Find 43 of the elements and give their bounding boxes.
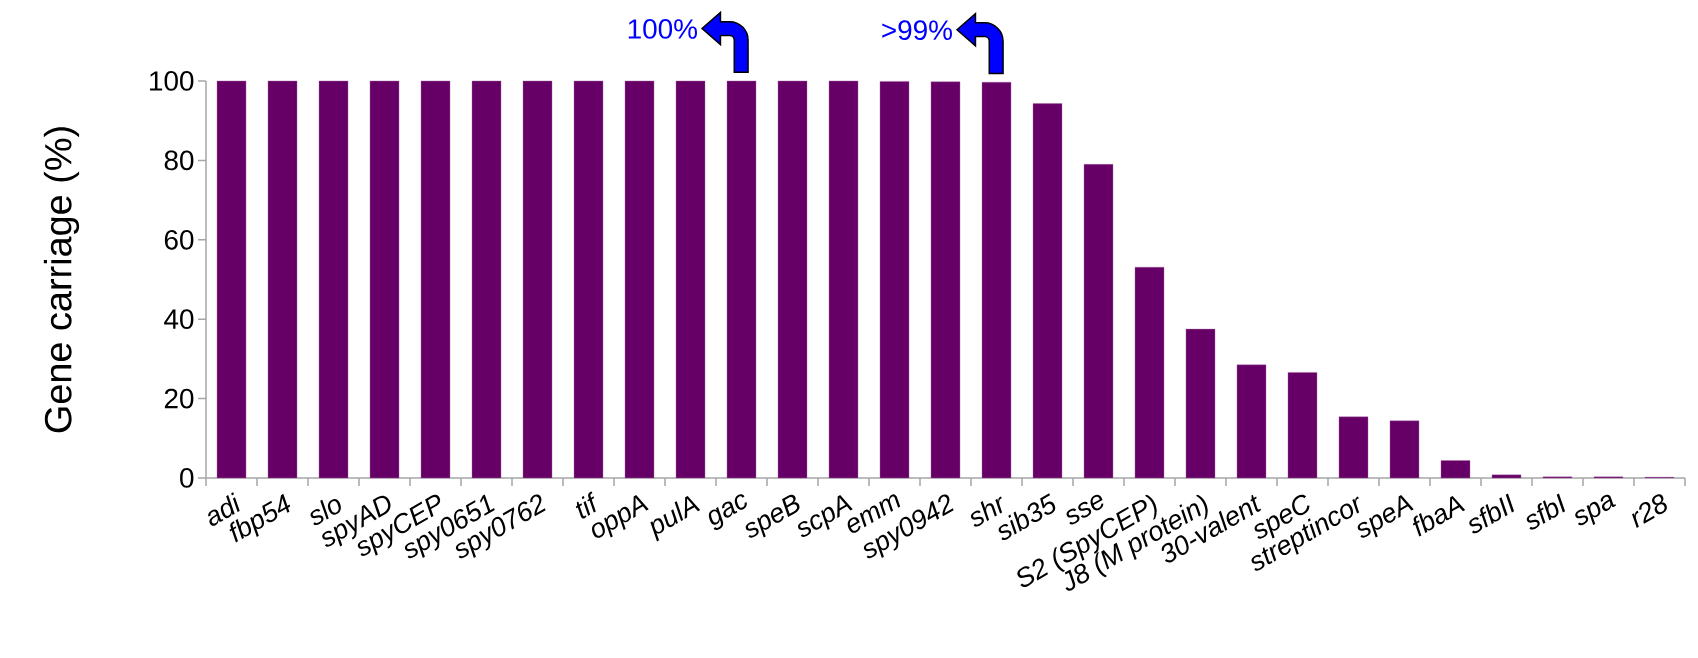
bar — [930, 81, 961, 479]
bar — [369, 80, 400, 479]
x-tick-label: speA — [1357, 495, 1414, 538]
bar — [1389, 420, 1420, 479]
bar — [777, 80, 808, 479]
x-tick-label: fbaA — [1412, 495, 1466, 537]
bar — [471, 80, 502, 479]
bar — [981, 81, 1012, 479]
y-tick-label: 60 — [164, 229, 194, 250]
bar — [1185, 328, 1216, 479]
annotation: 100% — [628, 19, 697, 39]
x-tick-label: gac — [708, 494, 747, 530]
y-tick-label: 20 — [164, 388, 194, 409]
bar — [267, 80, 298, 479]
x-tick-label: speB — [745, 494, 800, 538]
bar — [1440, 460, 1471, 479]
bar — [1134, 266, 1165, 479]
y-axis-title: Gene carriage (%) — [43, 127, 80, 433]
bar — [879, 81, 910, 479]
bar — [1287, 372, 1318, 479]
bar — [573, 80, 604, 479]
bar — [828, 80, 859, 479]
y-tick-label: 100 — [150, 71, 194, 91]
bar — [1338, 416, 1369, 479]
y-tick-label: 40 — [164, 309, 194, 330]
bar — [1032, 103, 1063, 479]
bar — [675, 80, 706, 479]
bar — [1491, 474, 1522, 479]
x-tick-label: r28 — [1632, 494, 1667, 528]
annotation: >99% — [882, 20, 952, 41]
x-tick-label: spa — [1575, 494, 1616, 526]
bar — [726, 80, 757, 479]
bar — [624, 80, 655, 479]
bar — [1236, 364, 1267, 479]
bar — [318, 80, 349, 479]
bar — [420, 80, 451, 479]
x-tick-label: sfbII — [1469, 493, 1515, 534]
bar — [522, 80, 553, 479]
y-tick-label: 0 — [180, 468, 194, 488]
y-tick-label: 80 — [164, 150, 194, 171]
x-tick-label: sfbI — [1526, 493, 1566, 530]
bar — [216, 80, 247, 479]
bar — [1083, 164, 1114, 479]
